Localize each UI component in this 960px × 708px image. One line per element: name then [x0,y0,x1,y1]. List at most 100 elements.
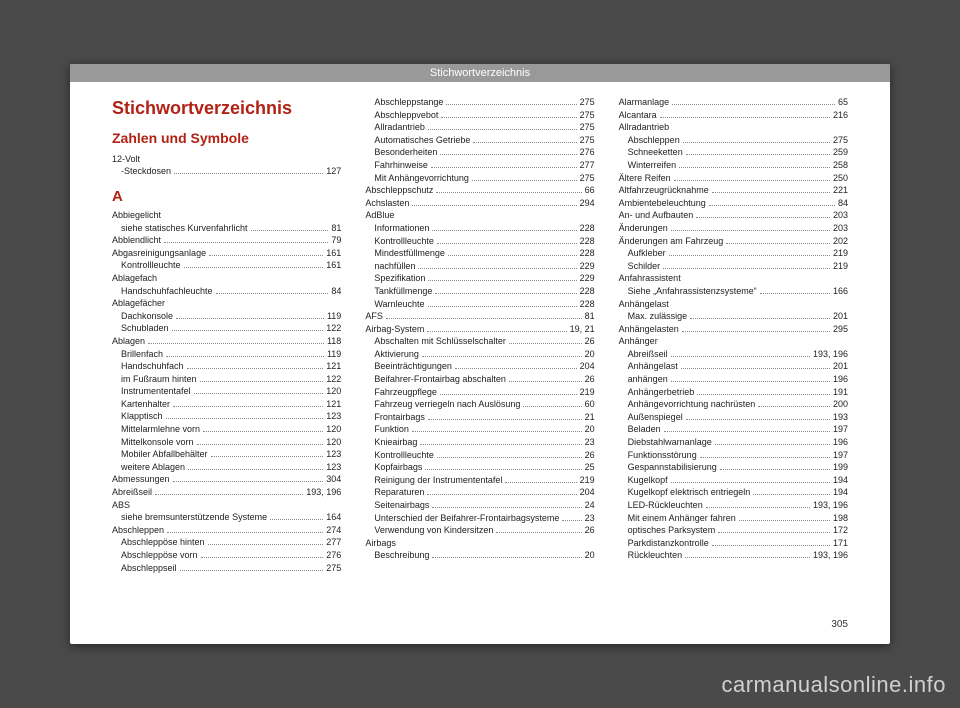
index-entry-label: Anhängelasten [619,323,679,336]
leader-dots [720,469,830,470]
leader-dots [455,368,577,369]
leader-dots [422,356,582,357]
index-entry-label: Kartenhalter [121,398,170,411]
index-entry-page: 23 [585,512,595,525]
index-entry-page: 194 [833,474,848,487]
index-entry: Instrumententafel120 [112,385,341,398]
index-entry-label: anhängen [628,373,668,386]
index-entry-label: Mittelkonsole vorn [121,436,194,449]
index-entry-page: 193, 196 [306,486,341,499]
index-entry-label: Ablagen [112,335,145,348]
index-entry: Winterreifen258 [619,159,848,172]
index-entry-label: Mittelarmlehne vorn [121,423,200,436]
leader-dots [726,243,830,244]
index-entry-label: Abbiegelicht [112,209,161,222]
index-entry: nachfüllen229 [365,260,594,273]
index-entry-label: An- und Aufbauten [619,209,694,222]
index-entry: Diebstahlwarnanlage196 [619,436,848,449]
leader-dots [446,104,576,105]
leader-dots [706,507,810,508]
index-entry-label: Kontrollleuchte [374,235,434,248]
leader-dots [674,180,830,181]
index-entry: Reparaturen204 [365,486,594,499]
index-entry: anhängen196 [619,373,848,386]
index-entry-page: 201 [833,360,848,373]
leader-dots [211,456,324,457]
index-entry-label: Beifahrer-Frontairbag abschalten [374,373,506,386]
index-entry-page: 20 [585,423,595,436]
index-entry: An- und Aufbauten203 [619,209,848,222]
index-entry-label: Alarmanlage [619,96,670,109]
leader-dots [174,173,323,174]
index-entry-label: Fahrzeugpflege [374,386,437,399]
index-entry: Abbiegelicht [112,209,341,222]
index-entry: Abschleppseil275 [112,562,341,575]
index-entry-page: 275 [326,562,341,575]
index-entry-page: 204 [580,486,595,499]
leader-dots [427,331,566,332]
index-entry-label: Abreißseil [628,348,668,361]
index-entry-page: 193, 196 [813,499,848,512]
leader-dots [431,167,577,168]
index-entry-label: Abblendlicht [112,234,161,247]
index-entry: Mindestfüllmenge228 [365,247,594,260]
leader-dots [440,394,577,395]
index-entry-label: Mit Anhängevorrichtung [374,172,469,185]
leader-dots [427,494,576,495]
index-entry: Beladen197 [619,423,848,436]
index-entry-page: 197 [833,449,848,462]
index-entry: im Fußraum hinten122 [112,373,341,386]
index-entry-page: 81 [331,222,341,235]
index-entry-page: 228 [580,222,595,235]
index-entry-label: Beschreibung [374,549,429,562]
index-entry: Spezifikation229 [365,272,594,285]
index-entry: Abschleppstange275 [365,96,594,109]
leader-dots [509,381,582,382]
leader-dots [425,469,581,470]
index-entry: Änderungen203 [619,222,848,235]
index-entry-label: Abreißseil [112,486,152,499]
leader-dots [201,557,324,558]
index-entry-page: 219 [833,247,848,260]
index-entry: Anfahrassistent [619,272,848,285]
index-entry-page: 84 [838,197,848,210]
index-entry: AFS81 [365,310,594,323]
index-entry: Abschleppöse vorn 276 [112,549,341,562]
index-entry-page: 275 [580,96,595,109]
index-entry-label: Abschleppöse vorn [121,549,198,562]
index-entry-page: 276 [326,549,341,562]
index-entry-label: Informationen [374,222,429,235]
leader-dots [437,243,577,244]
index-entry-label: Anhänger [619,335,658,348]
index-entry-label: Abschleppen [112,524,164,537]
index-entry: Allradantrieb [619,121,848,134]
index-entry-label: Kontrollleuchte [121,259,181,272]
index-entry-label: Tankfüllmenge [374,285,432,298]
leader-dots [440,154,576,155]
leader-dots [209,255,323,256]
index-entry: Handschuhfachleuchte84 [112,285,341,298]
index-entry: Aufkleber219 [619,247,848,260]
index-entry-label: Fahrhinweise [374,159,428,172]
index-entry-label: Allradantrieb [619,121,670,134]
index-entry-label: Außenspiegel [628,411,683,424]
leader-dots [148,343,324,344]
index-entry: Knieairbag23 [365,436,594,449]
leader-dots [663,268,830,269]
index-entry-label: Winterreifen [628,159,677,172]
leader-dots [686,419,830,420]
leader-dots [712,192,830,193]
page-number: 305 [831,619,848,630]
leader-dots [194,393,324,394]
index-entry: Kontrollleuchte228 [365,235,594,248]
index-entry-label: Mit einem Anhänger fahren [628,512,736,525]
leader-dots [712,545,830,546]
index-entry-page: 26 [585,373,595,386]
index-entry-label: Beeinträchtigungen [374,360,452,373]
index-entry-label: Automatisches Getriebe [374,134,470,147]
leader-dots [690,318,830,319]
leader-dots [472,180,577,181]
watermark-text: carmanualsonline.info [721,672,946,698]
index-entry: siehe bremsunterstützende Systeme164 [112,511,341,524]
index-entry: Beifahrer-Frontairbag abschalten 26 [365,373,594,386]
